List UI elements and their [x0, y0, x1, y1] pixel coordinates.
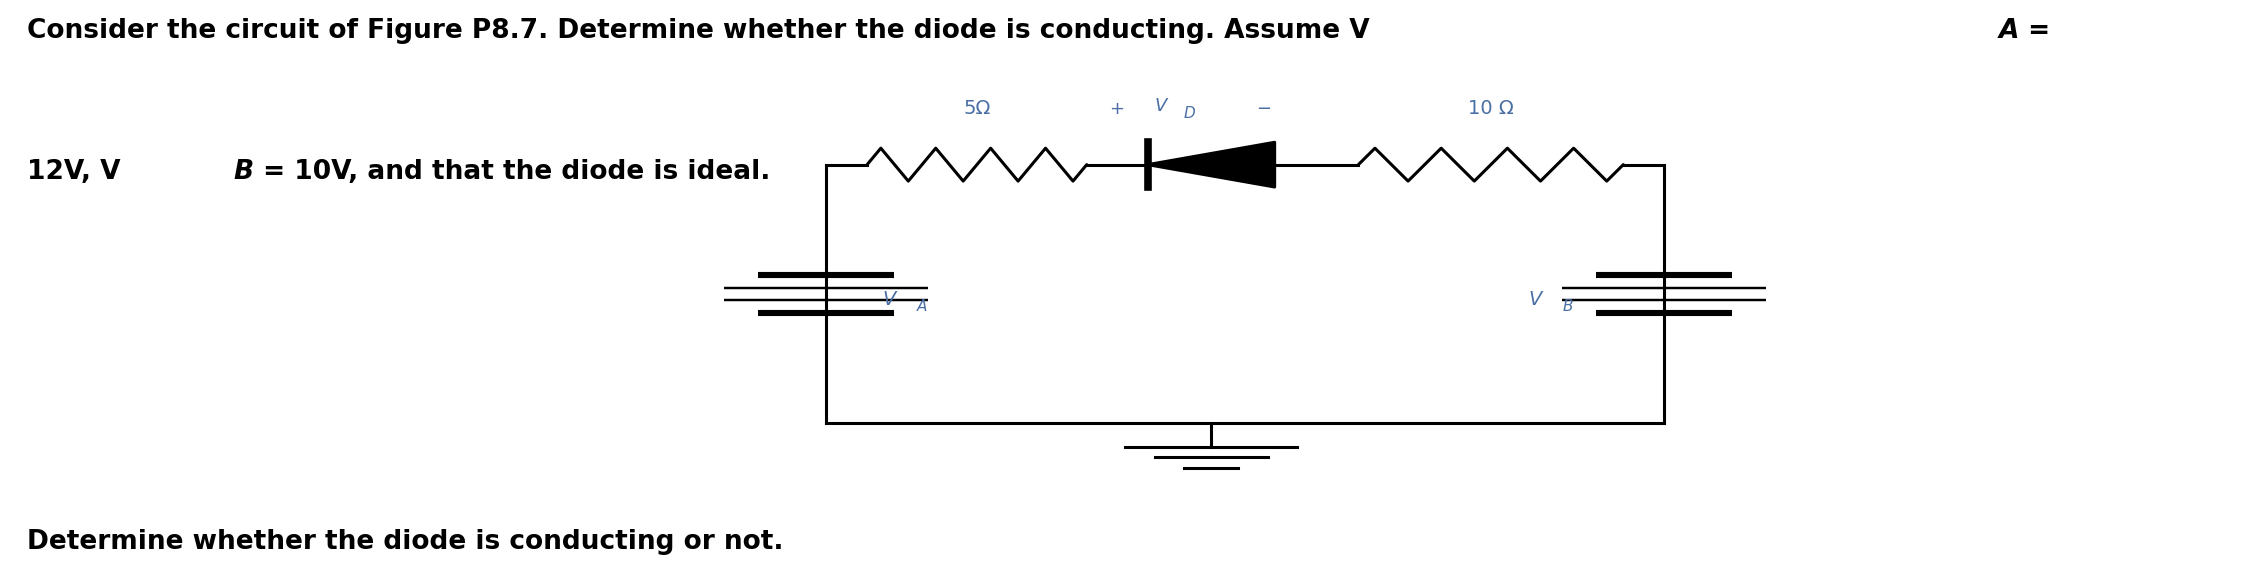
Text: +: + — [1109, 99, 1125, 118]
Text: Determine whether the diode is conducting or not.: Determine whether the diode is conductin… — [27, 529, 783, 555]
Text: V: V — [1155, 96, 1166, 115]
Text: Consider the circuit of Figure P8.7. Determine whether the diode is conducting. : Consider the circuit of Figure P8.7. Det… — [27, 18, 1370, 44]
Text: A: A — [917, 299, 928, 315]
Text: −: − — [1257, 99, 1272, 118]
Text: B: B — [233, 159, 254, 185]
Text: V: V — [1528, 290, 1542, 309]
Text: D: D — [1184, 105, 1195, 121]
Text: V: V — [883, 290, 897, 309]
Text: B: B — [1562, 299, 1573, 315]
Text: 10 Ω: 10 Ω — [1467, 99, 1515, 118]
Text: = 10V, and that the diode is ideal.: = 10V, and that the diode is ideal. — [254, 159, 770, 185]
Text: =: = — [2019, 18, 2051, 44]
Polygon shape — [1148, 142, 1275, 187]
Text: A: A — [1999, 18, 2019, 44]
Text: 5Ω: 5Ω — [962, 99, 992, 118]
Text: 12V, V: 12V, V — [27, 159, 120, 185]
